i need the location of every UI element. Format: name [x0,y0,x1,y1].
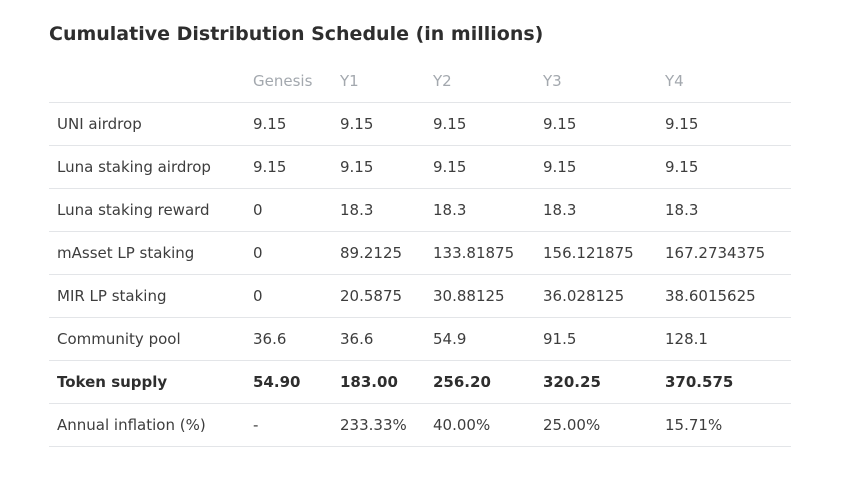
row-label: Community pool [49,317,245,361]
table-row: MIR LP staking 0 20.5875 30.88125 36.028125 3… [49,274,791,318]
table-header-row: Genesis Y1 Y2 Y3 Y4 [49,60,791,103]
table-row: Luna staking airdrop 9.15 9.15 9.15 9.15 9.15 [49,145,791,189]
column-header-y1: Y1 [332,60,425,103]
row-label: UNI airdrop [49,102,245,146]
table-cell: 9.15 [425,102,535,146]
table-row: Luna staking reward 0 18.3 18.3 18.3 18.3 [49,188,791,232]
table-cell: 9.15 [657,145,791,189]
table-row: Token supply 54.90 183.00 256.20 320.25 370.5… [49,360,791,404]
table-cell: 128.1 [657,317,791,361]
table-cell: 9.15 [245,102,332,146]
table-cell: 0 [245,188,332,232]
table-cell: 18.3 [657,188,791,232]
table-cell: 25.00% [535,403,657,447]
table-cell: 9.15 [245,145,332,189]
table-cell: 370.575 [657,360,791,404]
distribution-schedule-table: Genesis Y1 Y2 Y3 Y4 UNI airdrop 9.15 9.15 9… [49,60,791,447]
row-label: Luna staking airdrop [49,145,245,189]
table-cell: 91.5 [535,317,657,361]
table-cell: 0 [245,231,332,275]
table-cell: 183.00 [332,360,425,404]
column-header-genesis: Genesis [245,60,332,103]
table-cell: 233.33% [332,403,425,447]
table-cell: 156.121875 [535,231,657,275]
column-header [49,60,245,103]
table-cell: 30.88125 [425,274,535,318]
table-cell: 36.6 [332,317,425,361]
table-cell: 54.90 [245,360,332,404]
table-cell: 133.81875 [425,231,535,275]
row-label: Annual inflation (%) [49,403,245,447]
table-cell: 89.2125 [332,231,425,275]
column-header-y3: Y3 [535,60,657,103]
table-cell: 9.15 [535,102,657,146]
table-cell: 18.3 [332,188,425,232]
table-cell: 38.6015625 [657,274,791,318]
table-cell: 40.00% [425,403,535,447]
table-row: Annual inflation (%) -233.33% 40.00% 25.00%… [49,403,791,447]
table-cell: 54.9 [425,317,535,361]
table-row: Community pool 36.6 36.6 54.9 91.5 128.1 [49,317,791,361]
table-cell: - [245,403,332,447]
table-row: mAsset LP staking 0 89.2125 133.81875 156.12… [49,231,791,275]
table-cell: 9.15 [535,145,657,189]
table-cell: 167.2734375 [657,231,791,275]
table-row: UNI airdrop 9.15 9.15 9.15 9.15 9.15 [49,102,791,146]
row-label: mAsset LP staking [49,231,245,275]
table-cell: 18.3 [535,188,657,232]
row-label: MIR LP staking [49,274,245,318]
row-label: Luna staking reward [49,188,245,232]
table-cell: 18.3 [425,188,535,232]
table-cell: 9.15 [425,145,535,189]
table-cell: 0 [245,274,332,318]
row-label: Token supply [49,360,245,404]
table-cell: 15.71% [657,403,791,447]
table-cell: 9.15 [657,102,791,146]
table-cell: 36.028125 [535,274,657,318]
column-header-y4: Y4 [657,60,791,103]
table-cell: 9.15 [332,145,425,189]
table-cell: 9.15 [332,102,425,146]
table-cell: 320.25 [535,360,657,404]
table-cell: 36.6 [245,317,332,361]
table-cell: 256.20 [425,360,535,404]
page-title: Cumulative Distribution Schedule (in mil… [49,22,544,45]
table-body: UNI airdrop 9.15 9.15 9.15 9.15 9.15 Luna stak… [49,102,791,447]
table-cell: 20.5875 [332,274,425,318]
column-header-y2: Y2 [425,60,535,103]
